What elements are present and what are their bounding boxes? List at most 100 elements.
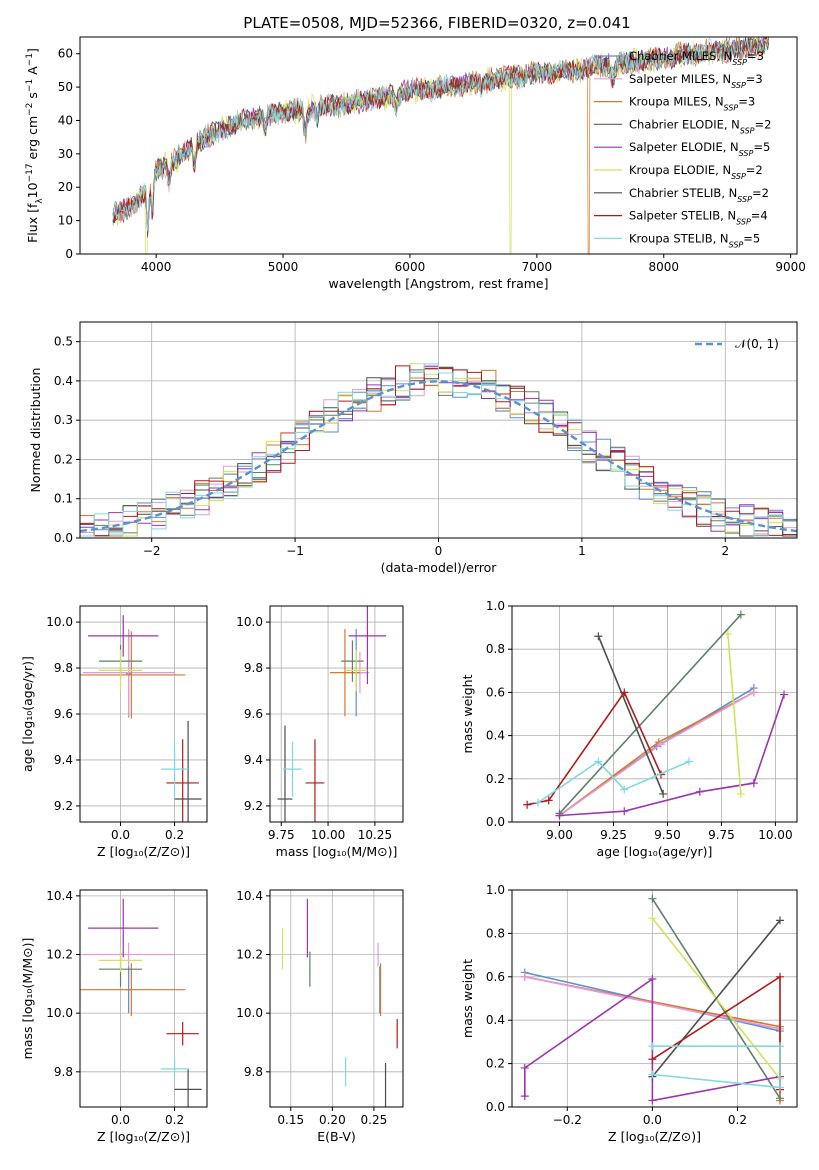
weight-marker — [723, 630, 732, 639]
y-tick-label: 0.3 — [54, 413, 73, 427]
weight-marker — [555, 811, 564, 820]
weight-marker — [656, 740, 665, 749]
legend-sub: SSP — [724, 103, 739, 112]
y-tick-label: 0.6 — [486, 970, 505, 984]
panel-spectrum: 4000 5000 6000 7000 8000 9000 0 10 20 30 40 50 60 wav… — [25, 36, 806, 291]
y-tick-label: 9.6 — [244, 707, 263, 721]
y-tick-label: 10.4 — [236, 889, 263, 903]
y-axis-label: Flux [fλ10−17 erg cm−2 s−1 A−1] — [25, 48, 45, 243]
axes-frame — [79, 36, 798, 255]
panel-mass_vs_Z: 0.0 0.2 9.8 10.0 10.2 10.4 Z [log₁₀(Z/Z⊙)] mass… — [20, 889, 208, 1144]
x-tick-label: −1 — [286, 544, 304, 558]
legend-entry: Kroupa MILES, NSSP=3 — [629, 95, 755, 113]
weight-marker — [780, 690, 789, 699]
legend-name: Chabrier STELIB, N — [629, 186, 737, 200]
legend-n: =3 — [747, 49, 764, 63]
y-tick-label: 0.4 — [486, 729, 505, 743]
legend-entry: Kroupa STELIB, NSSP=5 — [629, 231, 760, 249]
y-tick-label: 1.0 — [486, 599, 505, 613]
x-tick-label: 0.2 — [165, 828, 184, 842]
x-tick-label: 9.00 — [546, 828, 573, 842]
y-tick-label: 0.2 — [486, 772, 505, 786]
legend-sub: SSP — [731, 172, 746, 181]
legend-name: Kroupa STELIB, N — [629, 231, 729, 245]
y-tick-label: 9.6 — [54, 707, 73, 721]
legend-entry: Chabrier STELIB, NSSP=2 — [629, 186, 769, 204]
axes-frame — [79, 889, 208, 1108]
y-tick-label: 30 — [58, 147, 73, 161]
legend-entry: Salpeter ELODIE, NSSP=5 — [629, 140, 770, 158]
y-tick-label: 20 — [58, 180, 73, 194]
weight-marker — [520, 1092, 529, 1101]
legend-n: =5 — [753, 140, 770, 154]
plot-area — [80, 363, 797, 537]
weight-marker — [736, 610, 745, 619]
figure-title: PLATE=0508, MJD=52366, FIBERID=0320, z=0… — [243, 14, 630, 32]
y-tick-label: 0.6 — [486, 685, 505, 699]
y-axis-label: mass [log₁₀(M/M⊙)] — [20, 938, 35, 1060]
weight-line — [727, 634, 742, 794]
gaussian-curve — [80, 380, 797, 533]
y-tick-label: 9.8 — [244, 1065, 263, 1079]
weight-line — [559, 694, 785, 817]
weight-marker — [775, 1094, 784, 1103]
x-tick-label: 0.2 — [728, 1113, 747, 1127]
weight-marker — [523, 800, 532, 809]
y-tick-label: 10.2 — [46, 948, 73, 962]
plot-area — [281, 898, 398, 1107]
y-tick-label: 1.0 — [486, 883, 505, 897]
y-tick-label: 9.4 — [54, 753, 73, 767]
x-tick-label: 9.75 — [708, 828, 735, 842]
x-tick-label: −2 — [143, 544, 161, 558]
weight-line — [526, 690, 662, 806]
y-axis-label: mass weight — [460, 959, 475, 1038]
legend-sub: SSP — [731, 80, 746, 89]
legend-name: Salpeter STELIB, N — [629, 209, 736, 223]
legend-entry: Salpeter MILES, NSSP=3 — [629, 72, 763, 90]
y-axis-label-part: Flux [f — [25, 203, 40, 243]
y-axis-label-part: 10 — [25, 182, 40, 198]
y-tick-label: 10.0 — [236, 1006, 263, 1020]
weight-line — [559, 691, 755, 817]
y-tick-label: 0 — [65, 247, 73, 261]
y-tick-label: 9.2 — [244, 799, 263, 813]
y-axis-label-part: s — [25, 92, 40, 103]
histogram-step — [80, 363, 797, 537]
y-axis-label: Normed distribution — [28, 368, 43, 493]
y-axis-label-part: λ — [35, 198, 45, 204]
y-tick-label: 10.4 — [46, 889, 73, 903]
panel-age_vs_mass: 9.75 10.00 10.25 9.2 9.4 9.6 9.8 10.0 mass [log₁… — [236, 605, 404, 859]
y-tick-label: 0.0 — [54, 531, 73, 545]
weight-marker — [520, 1063, 529, 1072]
weight-marker — [520, 972, 529, 981]
y-axis-label: age [log₁₀(age/yr)] — [20, 656, 35, 772]
weight-line — [652, 1045, 781, 1089]
legend-entry: Salpeter STELIB, NSSP=4 — [629, 209, 768, 227]
y-tick-label: 0.0 — [486, 1100, 505, 1114]
weight-marker — [648, 1096, 657, 1105]
y-tick-label: 0.8 — [486, 926, 505, 940]
legend-n: =4 — [751, 209, 768, 223]
weight-marker — [594, 632, 603, 641]
x-tick-label: 7000 — [522, 260, 553, 274]
y-tick-label: 10.0 — [236, 615, 263, 629]
legend-sub: SSP — [740, 126, 755, 135]
y-tick-label: 0.4 — [486, 1013, 505, 1027]
legend-name: Salpeter ELODIE, N — [629, 140, 739, 154]
y-axis-label-part: −1 — [25, 79, 35, 92]
weight-line — [558, 614, 742, 814]
weight-marker — [749, 779, 758, 788]
panel-mass_vs_ebv: 0.15 0.20 0.25 9.8 10.0 10.2 10.4 E(B-V) — [236, 889, 404, 1144]
y-axis-label-part: −1 — [25, 53, 35, 66]
plot-area — [523, 610, 789, 820]
x-tick-label: 10.25 — [358, 828, 392, 842]
weight-line — [651, 975, 781, 1090]
x-axis-label: Z [log₁₀(Z/Z⊙)] — [97, 1129, 190, 1144]
x-axis-label: mass [log₁₀(M/M⊙)] — [276, 844, 398, 859]
y-axis-label-part: −17 — [25, 163, 35, 182]
x-axis-label: wavelength [Angstrom, rest frame] — [328, 276, 548, 291]
x-tick-label: 9.75 — [268, 828, 295, 842]
weight-marker — [695, 787, 704, 796]
weight-marker — [533, 798, 542, 807]
plot-area — [277, 606, 387, 822]
